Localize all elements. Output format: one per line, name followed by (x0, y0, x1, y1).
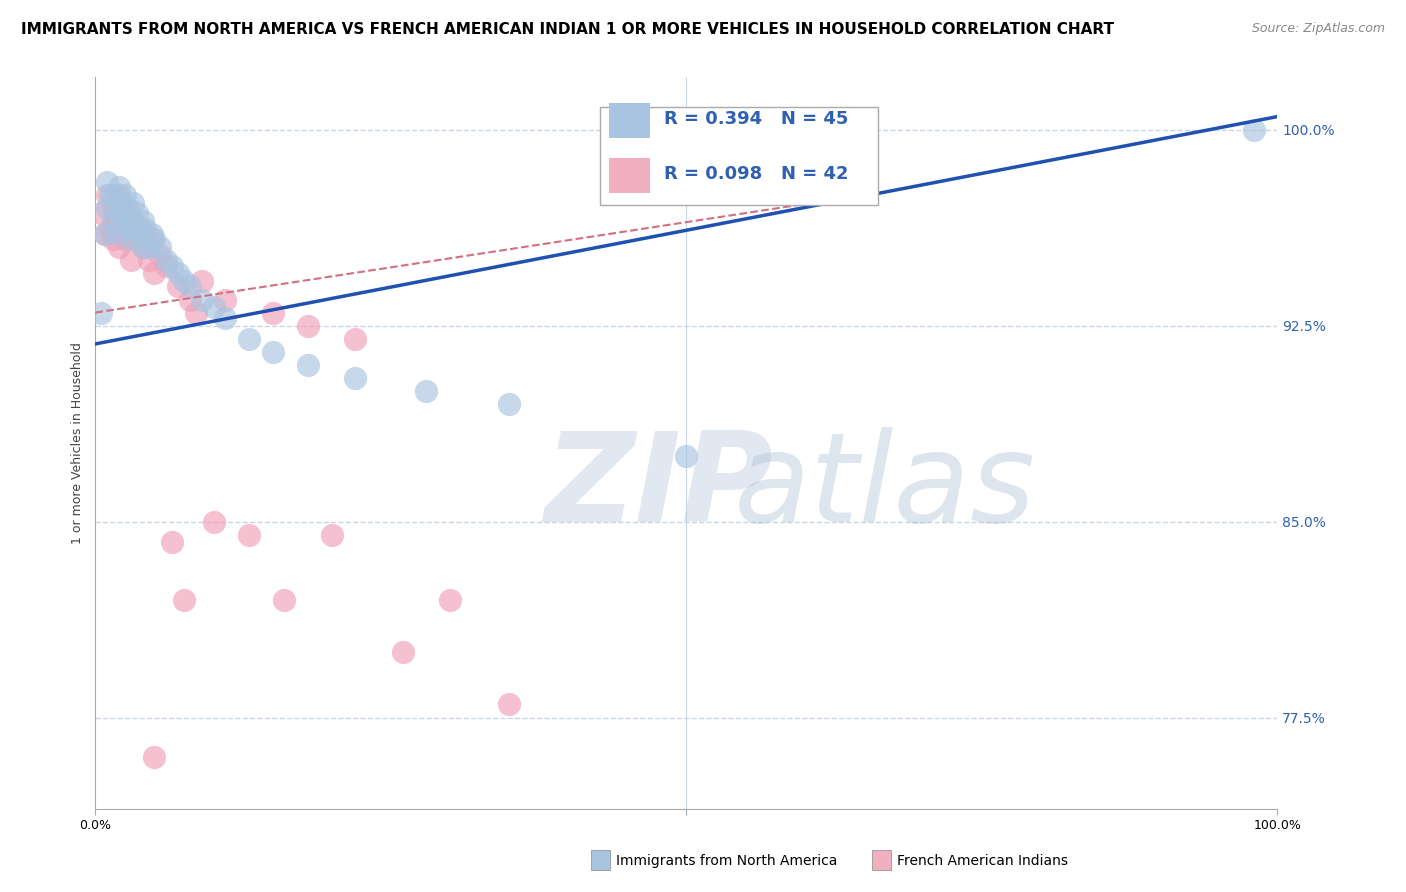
Point (117, 222, 139, 236)
Point (90, 206, 112, 220)
Point (498, 698, 520, 712)
Point (94, 227, 117, 242)
Point (202, 301, 225, 315)
Point (138, 240, 160, 254)
Point (321, 527, 343, 541)
Point (173, 274, 195, 288)
Point (114, 232, 136, 246)
Text: atlas: atlas (734, 426, 1036, 548)
Point (167, 266, 190, 280)
Point (129, 222, 152, 236)
Point (105, 201, 128, 215)
Point (143, 749, 166, 764)
Y-axis label: 1 or more Vehicles in Household: 1 or more Vehicles in Household (72, 343, 84, 544)
Point (238, 332, 260, 346)
Point (90, 305, 112, 319)
Point (120, 232, 142, 246)
Point (105, 227, 128, 242)
Point (214, 293, 236, 307)
Point (108, 180, 131, 194)
Point (131, 240, 153, 254)
Point (101, 214, 124, 228)
Point (129, 227, 152, 242)
Point (143, 266, 166, 280)
Point (238, 527, 260, 541)
Point (96, 175, 118, 189)
Point (117, 222, 139, 236)
Point (125, 206, 148, 220)
Point (160, 259, 183, 273)
Point (498, 397, 520, 411)
Text: IMMIGRANTS FROM NORTH AMERICA VS FRENCH AMERICAN INDIAN 1 OR MORE VEHICLES IN HO: IMMIGRANTS FROM NORTH AMERICA VS FRENCH … (21, 22, 1114, 37)
Point (167, 279, 190, 293)
Point (98, 188, 121, 202)
Point (202, 515, 225, 529)
Point (114, 214, 136, 228)
Point (141, 232, 163, 246)
Point (149, 248, 172, 262)
Point (143, 232, 166, 246)
Point (114, 201, 136, 215)
Point (96, 201, 118, 215)
Point (101, 201, 124, 215)
Point (344, 371, 367, 385)
Point (101, 232, 124, 246)
Point (155, 259, 177, 273)
Point (131, 214, 153, 228)
Point (134, 222, 156, 236)
Point (190, 293, 212, 307)
Point (415, 384, 437, 398)
Point (117, 201, 139, 215)
Point (190, 274, 212, 288)
Point (344, 332, 367, 346)
Point (173, 593, 195, 607)
Point (439, 593, 461, 607)
Point (108, 188, 131, 202)
Point (108, 206, 131, 220)
Point (179, 279, 201, 293)
Point (98, 222, 121, 236)
Point (94, 227, 117, 242)
Point (273, 593, 295, 607)
Text: R = 0.098   N = 42: R = 0.098 N = 42 (664, 165, 848, 183)
FancyBboxPatch shape (600, 107, 877, 205)
FancyBboxPatch shape (609, 158, 650, 193)
Point (110, 195, 132, 210)
Point (297, 318, 319, 333)
Point (110, 206, 132, 220)
Text: R = 0.394   N = 45: R = 0.394 N = 45 (664, 110, 848, 128)
Point (120, 253, 142, 268)
Point (105, 214, 128, 228)
Point (134, 227, 156, 242)
Point (101, 188, 124, 202)
Point (141, 227, 163, 242)
Point (1243, 122, 1265, 136)
Point (138, 253, 160, 268)
Text: ZIP: ZIP (544, 426, 773, 548)
Point (114, 188, 136, 202)
Point (120, 214, 142, 228)
Text: French American Indians: French American Indians (897, 854, 1069, 868)
Point (184, 305, 207, 319)
Point (108, 240, 131, 254)
Point (262, 305, 284, 319)
Text: Immigrants from North America: Immigrants from North America (616, 854, 837, 868)
Point (391, 645, 413, 659)
Point (214, 310, 236, 325)
Point (297, 358, 319, 372)
Point (149, 240, 172, 254)
Point (179, 293, 201, 307)
Point (122, 214, 145, 228)
Point (155, 253, 177, 268)
Text: Source: ZipAtlas.com: Source: ZipAtlas.com (1251, 22, 1385, 36)
Point (675, 450, 697, 464)
Point (125, 232, 148, 246)
Point (131, 240, 153, 254)
Point (160, 535, 183, 549)
Point (122, 195, 145, 210)
FancyBboxPatch shape (609, 103, 650, 138)
Point (262, 344, 284, 359)
Point (122, 219, 145, 234)
Point (96, 188, 118, 202)
